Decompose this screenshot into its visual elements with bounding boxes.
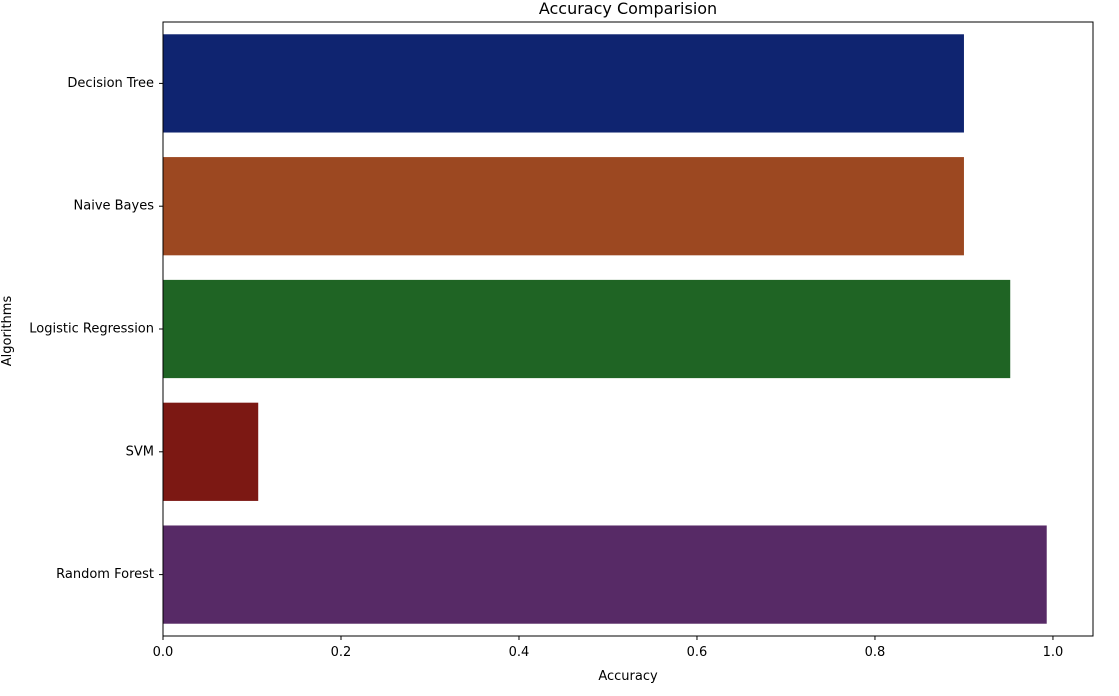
bar-naive-bayes bbox=[163, 157, 964, 256]
x-tick-label: 0.6 bbox=[687, 645, 708, 660]
y-tick-label: Random Forest bbox=[56, 567, 154, 582]
bar-logistic-regression bbox=[163, 279, 1011, 379]
bar-random-forest bbox=[163, 525, 1047, 624]
x-tick-label: 1.0 bbox=[1043, 645, 1064, 660]
bars-group bbox=[163, 34, 1047, 624]
y-tick-label: SVM bbox=[126, 444, 154, 459]
x-axis-ticks: 0.0 0.2 0.4 0.6 0.8 1.0 bbox=[153, 636, 1064, 660]
x-tick-label: 0.4 bbox=[509, 645, 530, 660]
x-axis-label: Accuracy bbox=[598, 669, 658, 684]
y-tick-label: Decision Tree bbox=[67, 76, 154, 91]
x-tick-label: 0.8 bbox=[865, 645, 886, 660]
y-tick-label: Logistic Regression bbox=[29, 322, 154, 337]
chart-title: Accuracy Comparision bbox=[539, 0, 717, 18]
bar-decision-tree bbox=[163, 34, 964, 133]
y-axis-label: Algorithms bbox=[0, 296, 15, 367]
x-tick-label: 0.0 bbox=[153, 645, 174, 660]
y-axis-ticks: Decision Tree Naive Bayes Logistic Regress… bbox=[29, 76, 163, 582]
x-tick-label: 0.2 bbox=[331, 645, 352, 660]
bar-svm bbox=[163, 402, 259, 501]
plot-frame bbox=[162, 21, 1094, 637]
y-tick-label: Naive Bayes bbox=[74, 199, 155, 214]
